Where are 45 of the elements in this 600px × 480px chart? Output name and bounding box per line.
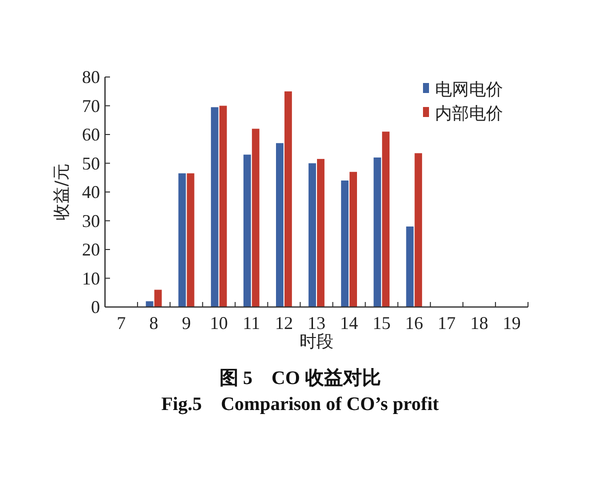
x-tick-label: 12 bbox=[274, 313, 293, 333]
bar bbox=[186, 173, 194, 307]
bar bbox=[252, 128, 260, 307]
x-tick-label: 10 bbox=[210, 313, 228, 333]
bar bbox=[308, 163, 316, 307]
x-tick-label: 9 bbox=[182, 313, 191, 333]
x-tick-label: 8 bbox=[149, 313, 158, 333]
x-tick-label: 13 bbox=[308, 313, 326, 333]
text: Fig.5 Comparison of CO’s profit bbox=[161, 394, 440, 415]
x-tick-label: 17 bbox=[438, 313, 456, 333]
x-tick-label: 11 bbox=[242, 313, 260, 333]
x-tick-label: 15 bbox=[372, 313, 391, 333]
bar bbox=[406, 226, 414, 307]
y-tick-label: 0 bbox=[91, 297, 100, 317]
y-tick-label: 80 bbox=[82, 67, 100, 87]
y-tick-label: 70 bbox=[82, 96, 100, 116]
x-tick-label: 16 bbox=[405, 313, 424, 333]
bar bbox=[178, 173, 186, 307]
bar bbox=[276, 143, 284, 307]
bar bbox=[219, 106, 227, 307]
y-tick-label: 50 bbox=[82, 153, 100, 174]
y-axis-title: 收益/元 bbox=[52, 164, 72, 220]
bar bbox=[341, 180, 349, 307]
y-tick-label: 30 bbox=[82, 210, 100, 231]
x-axis-title: 时段 bbox=[300, 332, 334, 352]
x-tick-label: 14 bbox=[340, 313, 358, 333]
bar bbox=[210, 107, 218, 307]
x-tick-label: 19 bbox=[502, 313, 521, 333]
bar bbox=[317, 158, 324, 307]
bar bbox=[154, 290, 162, 307]
y-tick-label: 20 bbox=[82, 240, 100, 260]
bar bbox=[350, 172, 357, 307]
bar bbox=[414, 153, 422, 307]
legend-label: 内部电价 bbox=[435, 104, 503, 124]
y-tick-label: 40 bbox=[82, 182, 100, 202]
y-tick-label: 60 bbox=[82, 124, 100, 144]
x-tick-label: 18 bbox=[470, 313, 488, 333]
legend-label: 电网电价 bbox=[435, 80, 503, 100]
y-tick-label: 10 bbox=[82, 268, 100, 288]
bar bbox=[243, 154, 251, 307]
x-tick-label: 7 bbox=[116, 313, 126, 333]
text: 图 5 CO 收益对比 bbox=[219, 367, 381, 389]
bar bbox=[284, 91, 292, 307]
bar bbox=[374, 158, 382, 307]
bar bbox=[382, 132, 390, 307]
